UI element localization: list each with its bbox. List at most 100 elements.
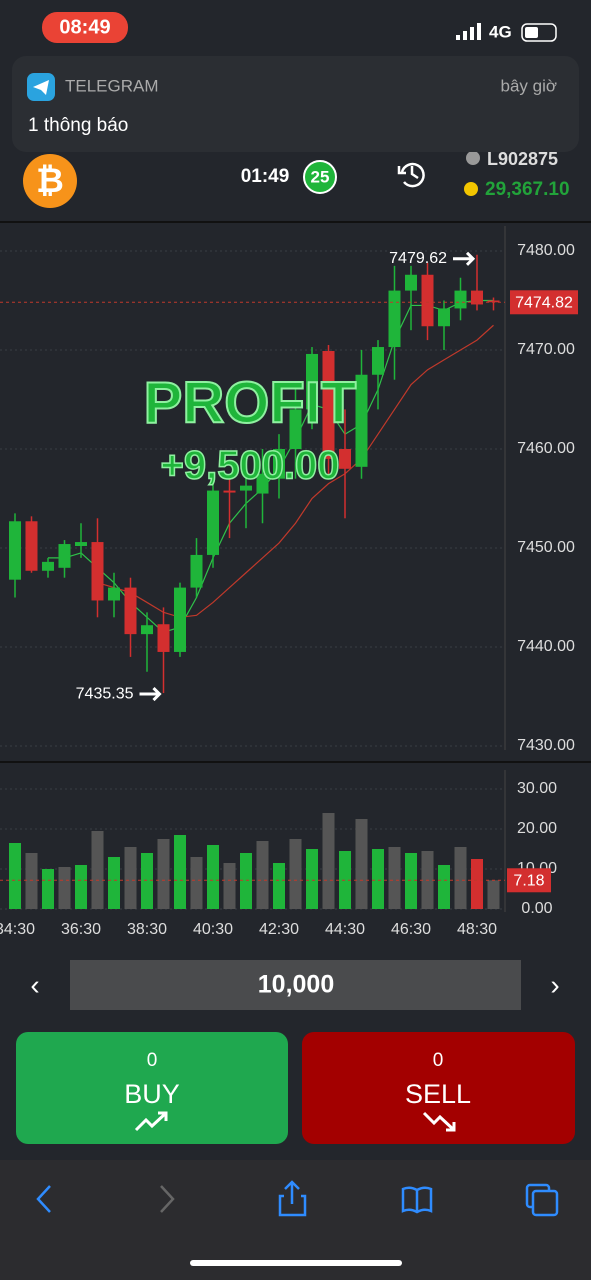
volume-bar xyxy=(42,869,54,909)
candle-body xyxy=(471,290,483,305)
candle-body xyxy=(75,542,87,547)
signal-icon xyxy=(456,23,481,40)
high-arrow xyxy=(453,251,476,266)
volume-bar xyxy=(141,853,153,909)
candle-body xyxy=(124,587,137,635)
time-pill xyxy=(42,12,128,43)
battery-level xyxy=(525,27,538,38)
count: 25 xyxy=(311,167,330,186)
x-tick-label: 48:30 xyxy=(457,921,497,938)
prev-button[interactable]: ‹ xyxy=(30,969,39,1000)
candle-body xyxy=(487,300,500,303)
current-price: 7474.82 xyxy=(515,295,573,312)
y-tick-label: 7470.00 xyxy=(517,341,575,358)
candle-body xyxy=(108,587,120,601)
volume-bar xyxy=(240,853,252,909)
low-arrow xyxy=(139,686,162,702)
chart: 7430.00 7440.00 7450.00 7460.00 7470.00 7480.… xyxy=(0,226,591,938)
current-volume: 7.18 xyxy=(513,872,544,889)
notification-time: bây giờ xyxy=(500,76,557,95)
volume-bar xyxy=(438,865,450,909)
volume-bar xyxy=(25,853,38,909)
back-icon[interactable] xyxy=(36,1185,51,1213)
volume-bar xyxy=(405,853,417,909)
candle-body xyxy=(339,449,351,469)
candle-body xyxy=(388,290,401,348)
history-icon[interactable] xyxy=(397,162,425,188)
share-icon[interactable] xyxy=(278,1180,307,1217)
amount-box[interactable] xyxy=(70,960,521,1010)
sell-button[interactable] xyxy=(302,1032,575,1144)
network: 4G xyxy=(489,22,512,41)
high-label: 7479.62 xyxy=(389,250,447,267)
y-tick-label: 7480.00 xyxy=(517,242,575,259)
volume-bar xyxy=(322,813,335,909)
notification-message: 1 thông báo xyxy=(28,115,128,136)
bitcoin-symbol: ₿ xyxy=(36,162,64,200)
status-time: 08:49 xyxy=(59,16,110,38)
volume-bar xyxy=(108,857,120,909)
volume-bar xyxy=(388,847,401,909)
volume-bar xyxy=(273,863,285,909)
forward-icon xyxy=(160,1185,175,1213)
volume-bar xyxy=(207,845,219,909)
volume-bar xyxy=(174,835,186,909)
buy-label: BUY xyxy=(124,1079,180,1109)
candle-body xyxy=(174,587,186,652)
bookmarks-icon[interactable] xyxy=(401,1186,433,1214)
candle-body xyxy=(273,449,285,479)
candle-body xyxy=(454,290,467,309)
next-button[interactable]: › xyxy=(550,969,559,1000)
candle-body xyxy=(141,625,153,635)
x-tick-label: 36:30 xyxy=(61,921,101,938)
telegram-glyph xyxy=(33,80,49,95)
x-tick-label: 40:30 xyxy=(193,921,233,938)
candle-body xyxy=(223,490,236,493)
candle-body xyxy=(405,274,417,291)
notification-card[interactable] xyxy=(12,56,579,152)
notification-app: TELEGRAM xyxy=(65,76,159,95)
volume-bar xyxy=(289,839,302,909)
current-volume-box xyxy=(507,868,551,893)
volume-bar xyxy=(223,863,236,909)
volume-bar xyxy=(256,841,269,909)
candle-body xyxy=(438,308,450,327)
volume-bar xyxy=(487,880,500,909)
candle-body xyxy=(207,490,219,555)
candle-body xyxy=(157,624,170,652)
volume-bar xyxy=(355,819,368,909)
y-tick-label: 7460.00 xyxy=(517,440,575,457)
buy-button[interactable] xyxy=(16,1032,288,1144)
candle-body xyxy=(58,544,71,568)
sell-count: 0 xyxy=(433,1050,444,1071)
candle-body xyxy=(355,374,368,467)
amount: 10,000 xyxy=(258,971,334,999)
volume-bar xyxy=(75,865,87,909)
x-tick-label: 42:30 xyxy=(259,921,299,938)
volume-bar xyxy=(372,849,384,909)
toolbar-icons xyxy=(36,1180,559,1217)
volume-bar xyxy=(124,847,137,909)
y-tick-label: 7450.00 xyxy=(517,539,575,556)
candle-body xyxy=(240,485,252,491)
candle-body xyxy=(421,274,434,327)
count-badge xyxy=(303,160,337,194)
y-tick-label: 7430.00 xyxy=(517,737,575,754)
x-tick-label: 38:30 xyxy=(127,921,167,938)
volume-tick-label: 30.00 xyxy=(517,780,557,797)
profit-amount: +9,500.00 xyxy=(160,444,339,488)
volume-bar xyxy=(190,857,203,909)
moving-average xyxy=(48,299,494,633)
battery xyxy=(521,23,557,42)
candle-body xyxy=(322,350,335,459)
low-label: 7435.35 xyxy=(76,685,134,702)
candle-body xyxy=(91,542,104,601)
candle-body xyxy=(256,473,269,494)
candle-body xyxy=(9,521,21,580)
volume-bar xyxy=(471,859,483,909)
home-indicator xyxy=(190,1260,402,1266)
x-tick-label: 34:30 xyxy=(0,921,35,938)
volume-tick-label: 20.00 xyxy=(517,820,557,837)
